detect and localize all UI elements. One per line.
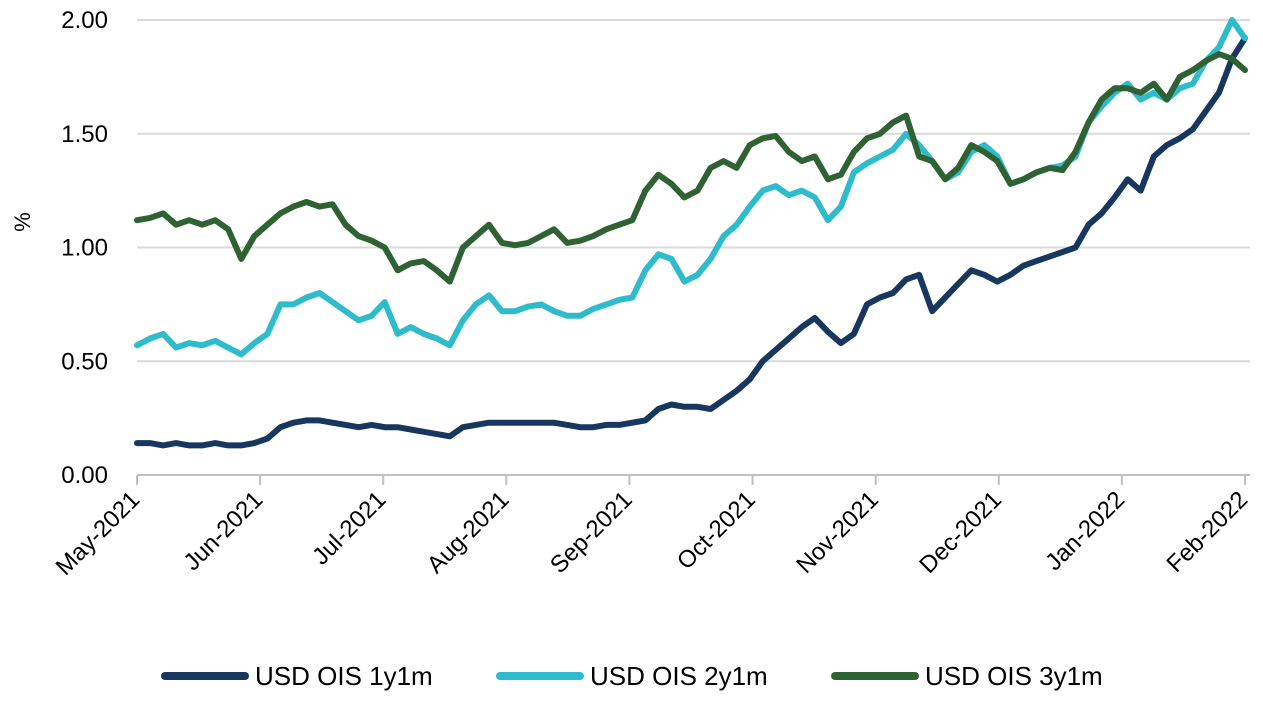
x-tick-label: May-2021 [51,486,146,581]
series-line-usd-ois-3y1m [134,51,1248,285]
x-tick-label: Aug-2021 [422,486,515,579]
x-tick-label: Feb-2022 [1161,486,1253,578]
legend-label: USD OIS 3y1m [925,661,1103,691]
x-axis-ticks: May-2021 Jun-2021 Jul-2021 Aug-2021 Sep-2021… [51,475,1253,581]
x-tick-label: Oct-2021 [672,486,761,575]
y-tick-label: 1.50 [61,121,108,148]
series-line-usd-ois-2y1m [134,17,1248,358]
legend-label: USD OIS 1y1m [255,661,433,691]
y-tick-label: 0.50 [61,348,108,375]
y-tick-label: 1.00 [61,235,108,262]
y-axis-title: % [10,212,35,232]
legend: USD OIS 1y1m USD OIS 2y1m USD OIS 3y1m [161,661,1103,691]
series-lines [134,17,1248,449]
y-axis-tick-labels: 0.00 0.50 1.00 1.50 2.00 [61,7,108,489]
x-tick-label: Nov-2021 [791,486,884,579]
y-tick-label: 2.00 [61,7,108,34]
x-tick-label: Sep-2021 [545,486,638,579]
x-tick-label: Jul-2021 [307,486,391,570]
x-tick-label: Dec-2021 [914,486,1007,579]
x-tick-label: Jan-2022 [1040,486,1130,576]
y-tick-label: 0.00 [61,462,108,489]
gridlines [137,19,1250,363]
legend-label: USD OIS 2y1m [590,661,768,691]
series-line-usd-ois-1y1m [134,35,1248,449]
x-tick-label: Jun-2021 [178,486,268,576]
